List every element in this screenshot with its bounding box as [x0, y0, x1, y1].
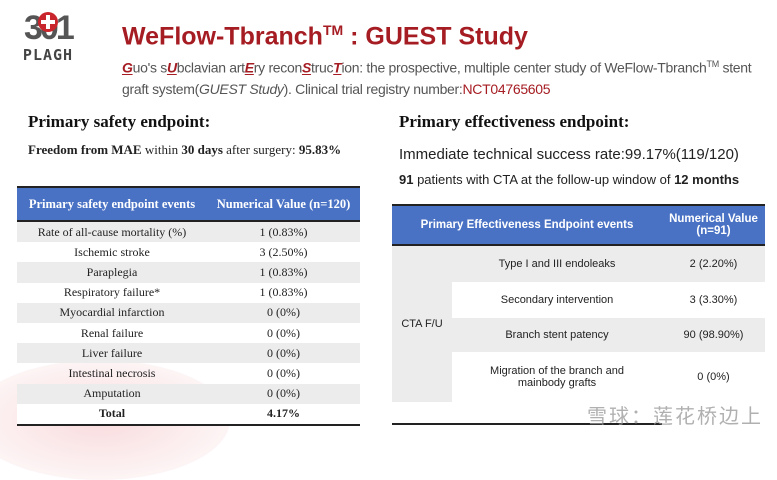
event-cell: Branch stent patency: [452, 318, 662, 352]
value-cell: 3 (2.50%): [259, 244, 308, 259]
column-header: Numerical Value (n=91): [662, 204, 765, 246]
event-cell: Renal failure: [80, 325, 144, 340]
event-cell: Liver failure: [17, 343, 207, 364]
table-row: Rate of all-cause mortality (%) 1 (0.83%): [17, 221, 360, 243]
total-value: 4.17%: [207, 403, 360, 426]
column-header: Numerical Value (n=120): [207, 186, 360, 222]
event-cell: Migration of the branch and mainbody gra…: [490, 365, 624, 389]
event-cell: Rate of all-cause mortality (%): [17, 221, 207, 243]
table-row: Respiratory failure* 1 (0.83%): [17, 283, 360, 303]
table-row: Liver failure 0 (0%): [17, 343, 360, 364]
technical-success-rate: Immediate technical success rate:99.17%(…: [399, 146, 739, 163]
slide-title: WeFlow-TbranchTM : GUEST Study: [122, 22, 528, 51]
table-row: Paraplegia 1 (0.83%): [17, 262, 360, 283]
value-cell: 3 (3.30%): [689, 294, 738, 306]
table-row: Amputation 0 (0%): [17, 383, 360, 404]
table-row: Migration of the branch and mainbody gra…: [392, 352, 765, 402]
value-cell: 0 (0%): [207, 383, 360, 404]
value-cell: 90 (98.90%): [662, 318, 765, 352]
safety-table: Primary safety endpoint events Numerical …: [17, 186, 360, 426]
total-row: Total 4.17%: [17, 403, 360, 426]
column-header: Primary safety endpoint events: [17, 186, 207, 222]
watermark: 雪球：莲花桥边上: [587, 406, 763, 428]
value-cell: 1 (0.83%): [207, 262, 360, 283]
cta-followup-summary: 91 patients with CTA at the follow-up wi…: [399, 172, 740, 187]
table-row: CTA F/U Type I and III endoleaks 2 (2.20%): [392, 245, 765, 402]
group-cell: CTA F/U: [392, 245, 452, 402]
event-cell: Amputation: [17, 383, 207, 404]
value-cell: 2 (2.20%): [662, 245, 765, 282]
event-cell: Respiratory failure*: [63, 285, 161, 300]
table-row: Ischemic stroke 3 (2.50%): [17, 242, 360, 262]
safety-heading: Primary safety endpoint:: [28, 112, 211, 131]
value-cell: 1 (0.83%): [207, 221, 360, 243]
table-row: Branch stent patency 90 (98.90%): [392, 318, 765, 352]
spacer: [392, 402, 662, 425]
event-cell: Intestinal necrosis: [68, 365, 156, 380]
table-row: Secondary intervention 3 (3.30%): [392, 282, 765, 318]
value-cell: 0 (0%): [697, 371, 730, 383]
registry-number: NCT04765605: [462, 80, 551, 97]
value-cell: 1 (0.83%): [259, 285, 308, 300]
event-cell: Type I and III endoleaks: [452, 245, 662, 282]
effectiveness-heading: Primary effectiveness endpoint:: [399, 112, 630, 131]
study-description: Guo's sUbclavian artEry reconStrucTion: …: [122, 59, 752, 97]
value-cell: 0 (0%): [207, 343, 360, 364]
column-header: Primary Effectiveness Endpoint events: [392, 204, 662, 246]
value-cell: 0 (0%): [267, 325, 300, 340]
logo-text: PLAGH: [22, 46, 74, 64]
event-cell: Secondary intervention: [500, 294, 614, 306]
effectiveness-table: Primary Effectiveness Endpoint events Num…: [392, 204, 765, 425]
safety-summary: Freedom from MAE within 30 days after su…: [28, 142, 342, 157]
event-cell: Paraplegia: [17, 262, 207, 283]
value-cell: 0 (0%): [207, 302, 360, 323]
event-cell: Myocardial infarction: [17, 302, 207, 323]
total-label: Total: [17, 403, 207, 426]
event-cell: Ischemic stroke: [74, 244, 150, 259]
table-row: Intestinal necrosis 0 (0%): [17, 363, 360, 383]
red-cross-icon: [38, 12, 58, 32]
table-row: Renal failure 0 (0%): [17, 323, 360, 343]
value-cell: 0 (0%): [267, 365, 300, 380]
table-row: Myocardial infarction 0 (0%): [17, 302, 360, 323]
